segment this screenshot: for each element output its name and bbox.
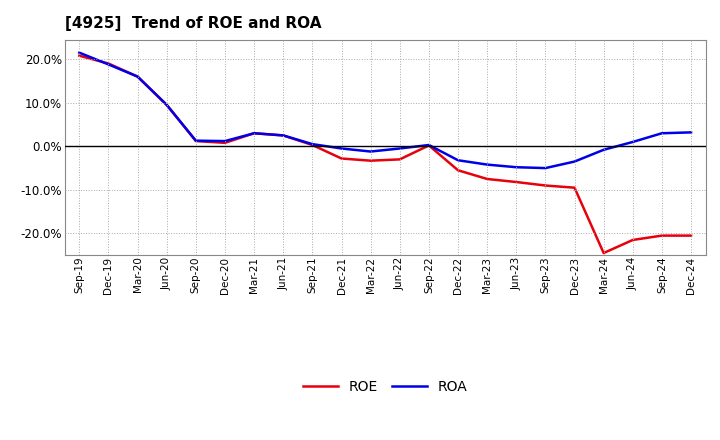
ROA xyxy=(366,149,375,154)
ROE xyxy=(425,143,433,148)
ROE xyxy=(104,61,113,66)
ROA xyxy=(599,147,608,152)
ROE xyxy=(570,185,579,191)
ROA xyxy=(308,142,317,147)
ROA xyxy=(687,130,696,135)
ROA xyxy=(192,138,200,143)
ROA xyxy=(75,50,84,55)
ROE xyxy=(687,233,696,238)
ROA xyxy=(454,158,462,163)
Line: ROA: ROA xyxy=(79,53,691,168)
ROA xyxy=(570,159,579,164)
ROE xyxy=(133,74,142,79)
ROA xyxy=(395,146,404,151)
ROA xyxy=(657,131,666,136)
Line: ROE: ROE xyxy=(79,56,691,253)
ROA xyxy=(220,139,229,144)
ROA xyxy=(104,62,113,67)
ROE xyxy=(308,143,317,148)
ROE xyxy=(599,250,608,256)
ROE xyxy=(366,158,375,163)
ROA xyxy=(279,133,287,138)
ROA xyxy=(337,146,346,151)
ROA xyxy=(512,165,521,170)
ROE xyxy=(250,131,258,136)
ROE xyxy=(192,139,200,144)
ROE xyxy=(657,233,666,238)
Legend: ROE, ROA: ROE, ROA xyxy=(297,374,473,400)
ROA xyxy=(483,162,492,167)
ROE xyxy=(395,157,404,162)
ROE xyxy=(220,140,229,146)
ROA xyxy=(629,139,637,145)
ROA xyxy=(250,131,258,136)
ROE xyxy=(483,176,492,182)
ROE xyxy=(337,156,346,161)
ROE xyxy=(629,237,637,242)
ROE xyxy=(512,180,521,185)
ROE xyxy=(75,53,84,59)
ROE xyxy=(279,133,287,138)
ROE xyxy=(163,102,171,107)
ROE xyxy=(541,183,550,188)
ROE xyxy=(454,168,462,173)
ROA xyxy=(425,143,433,148)
ROA xyxy=(541,165,550,171)
ROA xyxy=(133,74,142,79)
Text: [4925]  Trend of ROE and ROA: [4925] Trend of ROE and ROA xyxy=(65,16,321,32)
ROA xyxy=(163,102,171,107)
